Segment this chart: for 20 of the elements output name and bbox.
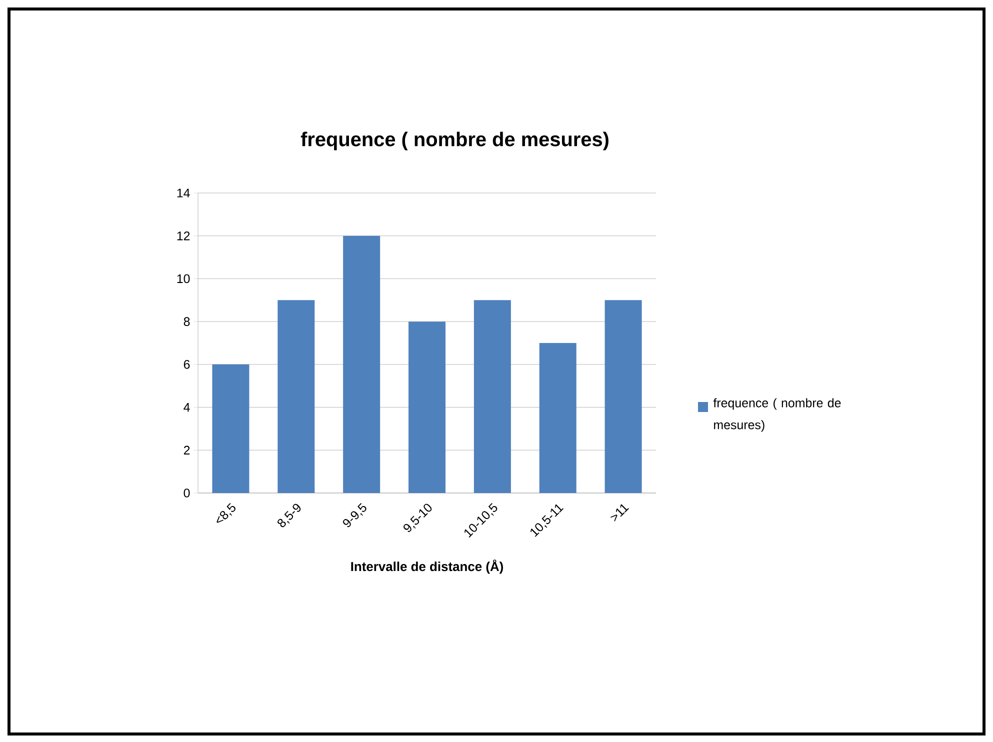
y-tick-label: 4 [184,403,190,412]
legend-label: frequence ( nombre de mesures) [713,398,841,432]
y-tick-label: 14 [177,188,190,198]
y-tick-label: 12 [177,232,190,240]
bar [278,300,315,493]
bar [408,322,446,493]
x-tick-label: <8,5 [216,503,236,523]
x-axis-title: Intervalle de distance (Å) [351,560,504,574]
y-tick-label: 6 [184,360,190,369]
x-tick-label: >11 [610,504,629,522]
bar [539,342,576,493]
y-tick-label: 8 [184,317,190,326]
y-tick-label: 10 [177,274,190,284]
bar [604,300,642,493]
bar [343,236,380,493]
y-tick-label: 0 [184,488,190,498]
bar [212,364,250,493]
chart-title: frequence ( nombre de mesures) [300,132,608,150]
bar [474,300,511,493]
y-tick-label: 2 [184,446,190,454]
